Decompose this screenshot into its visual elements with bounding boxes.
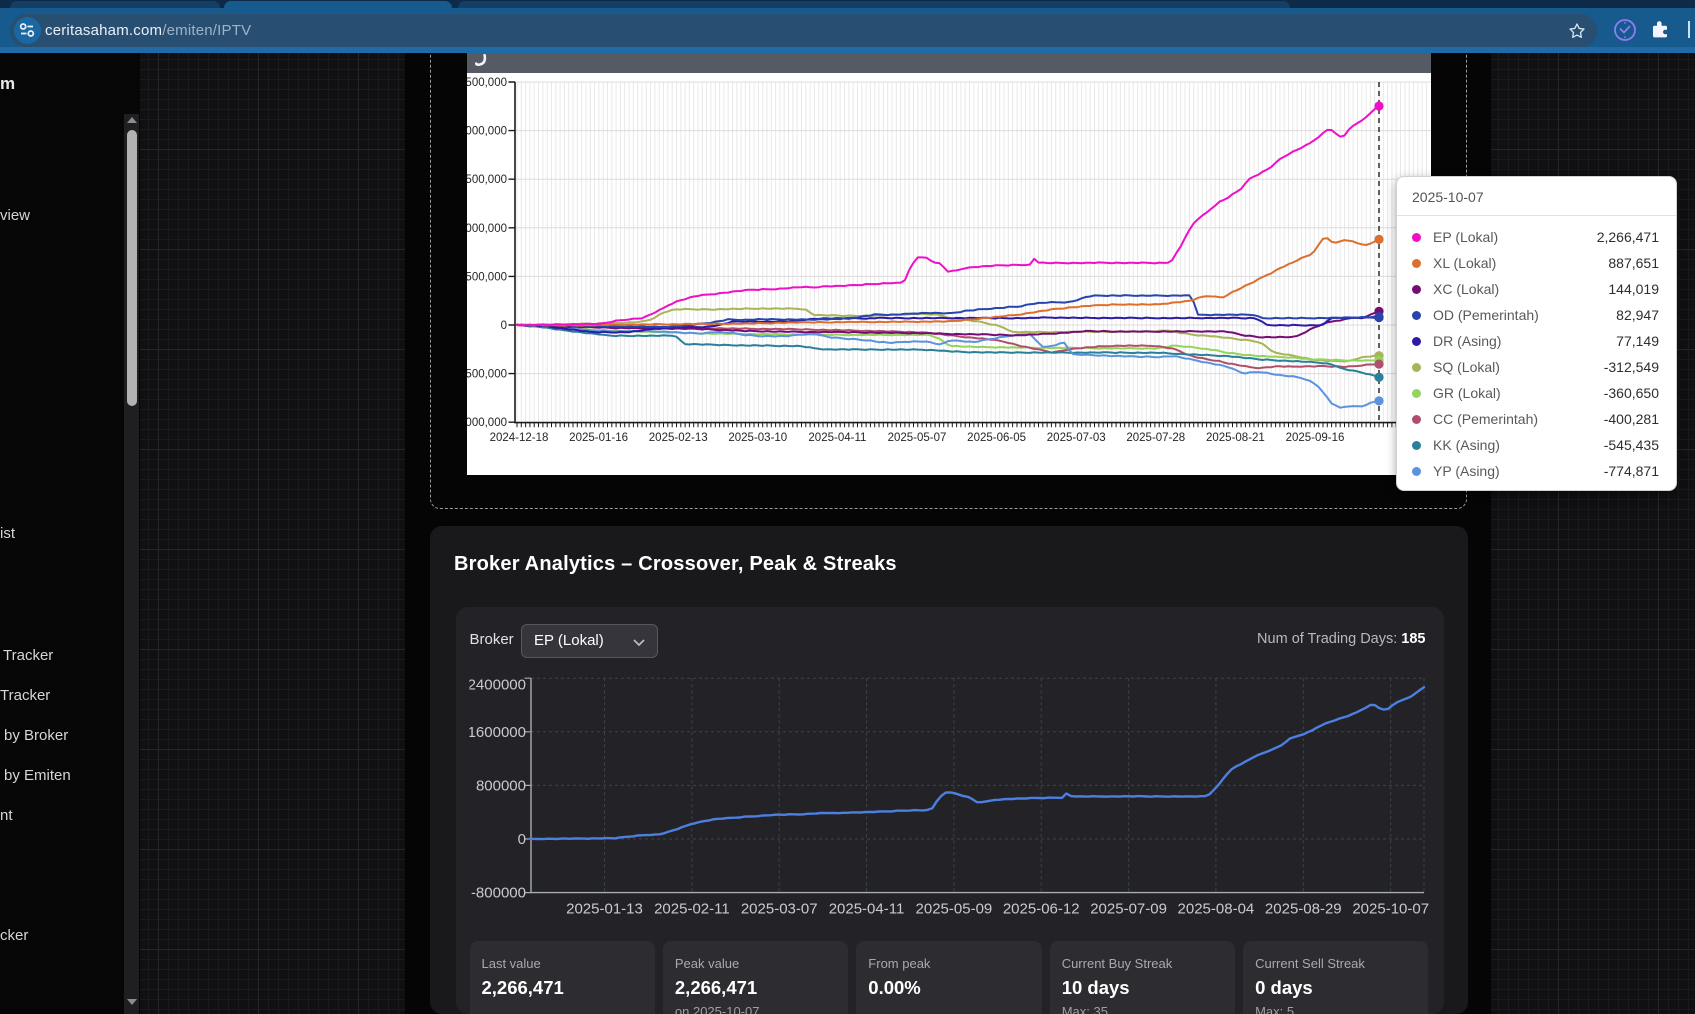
svg-text:1,000,000: 1,000,000: [467, 223, 507, 235]
svg-text:800000: 800000: [476, 777, 526, 794]
svg-text:2025-05-09: 2025-05-09: [916, 901, 993, 918]
svg-text:-1,000,000: -1,000,000: [467, 417, 507, 429]
svg-text:2025-03-10: 2025-03-10: [728, 432, 787, 444]
svg-text:2025-07-28: 2025-07-28: [1126, 432, 1185, 444]
svg-text:1600000: 1600000: [468, 724, 526, 741]
svg-text:0: 0: [501, 320, 507, 332]
svg-text:2025-08-04: 2025-08-04: [1178, 901, 1255, 918]
svg-text:2025-07-03: 2025-07-03: [1047, 432, 1106, 444]
svg-text:2,500,000: 2,500,000: [467, 77, 507, 89]
svg-text:2,000,000: 2,000,000: [467, 126, 507, 138]
svg-text:2024-12-18: 2024-12-18: [490, 432, 549, 444]
svg-text:-800000: -800000: [471, 885, 526, 902]
svg-text:2025-02-11: 2025-02-11: [654, 901, 730, 918]
svg-text:2025-08-21: 2025-08-21: [1206, 432, 1265, 444]
svg-text:2025-10-07: 2025-10-07: [1352, 901, 1429, 918]
svg-text:2025-05-07: 2025-05-07: [888, 432, 947, 444]
svg-text:2025-04-11: 2025-04-11: [829, 901, 905, 918]
svg-text:-500,000: -500,000: [467, 369, 507, 381]
svg-text:2025-07-09: 2025-07-09: [1090, 901, 1167, 918]
svg-text:2025-04-11: 2025-04-11: [808, 432, 866, 444]
svg-text:2025-09-16: 2025-09-16: [1286, 432, 1345, 444]
svg-text:1,500,000: 1,500,000: [467, 174, 507, 186]
svg-text:2025-02-13: 2025-02-13: [649, 432, 708, 444]
svg-text:2025-06-12: 2025-06-12: [1003, 901, 1080, 918]
svg-text:2025-01-16: 2025-01-16: [569, 432, 628, 444]
svg-text:500,000: 500,000: [467, 271, 507, 283]
svg-text:2400000: 2400000: [468, 677, 526, 694]
svg-text:2025-08-29: 2025-08-29: [1265, 901, 1342, 918]
svg-text:2025-03-07: 2025-03-07: [741, 901, 818, 918]
svg-text:0: 0: [518, 831, 526, 848]
svg-text:2025-06-05: 2025-06-05: [967, 432, 1026, 444]
svg-text:2025-01-13: 2025-01-13: [566, 901, 643, 918]
